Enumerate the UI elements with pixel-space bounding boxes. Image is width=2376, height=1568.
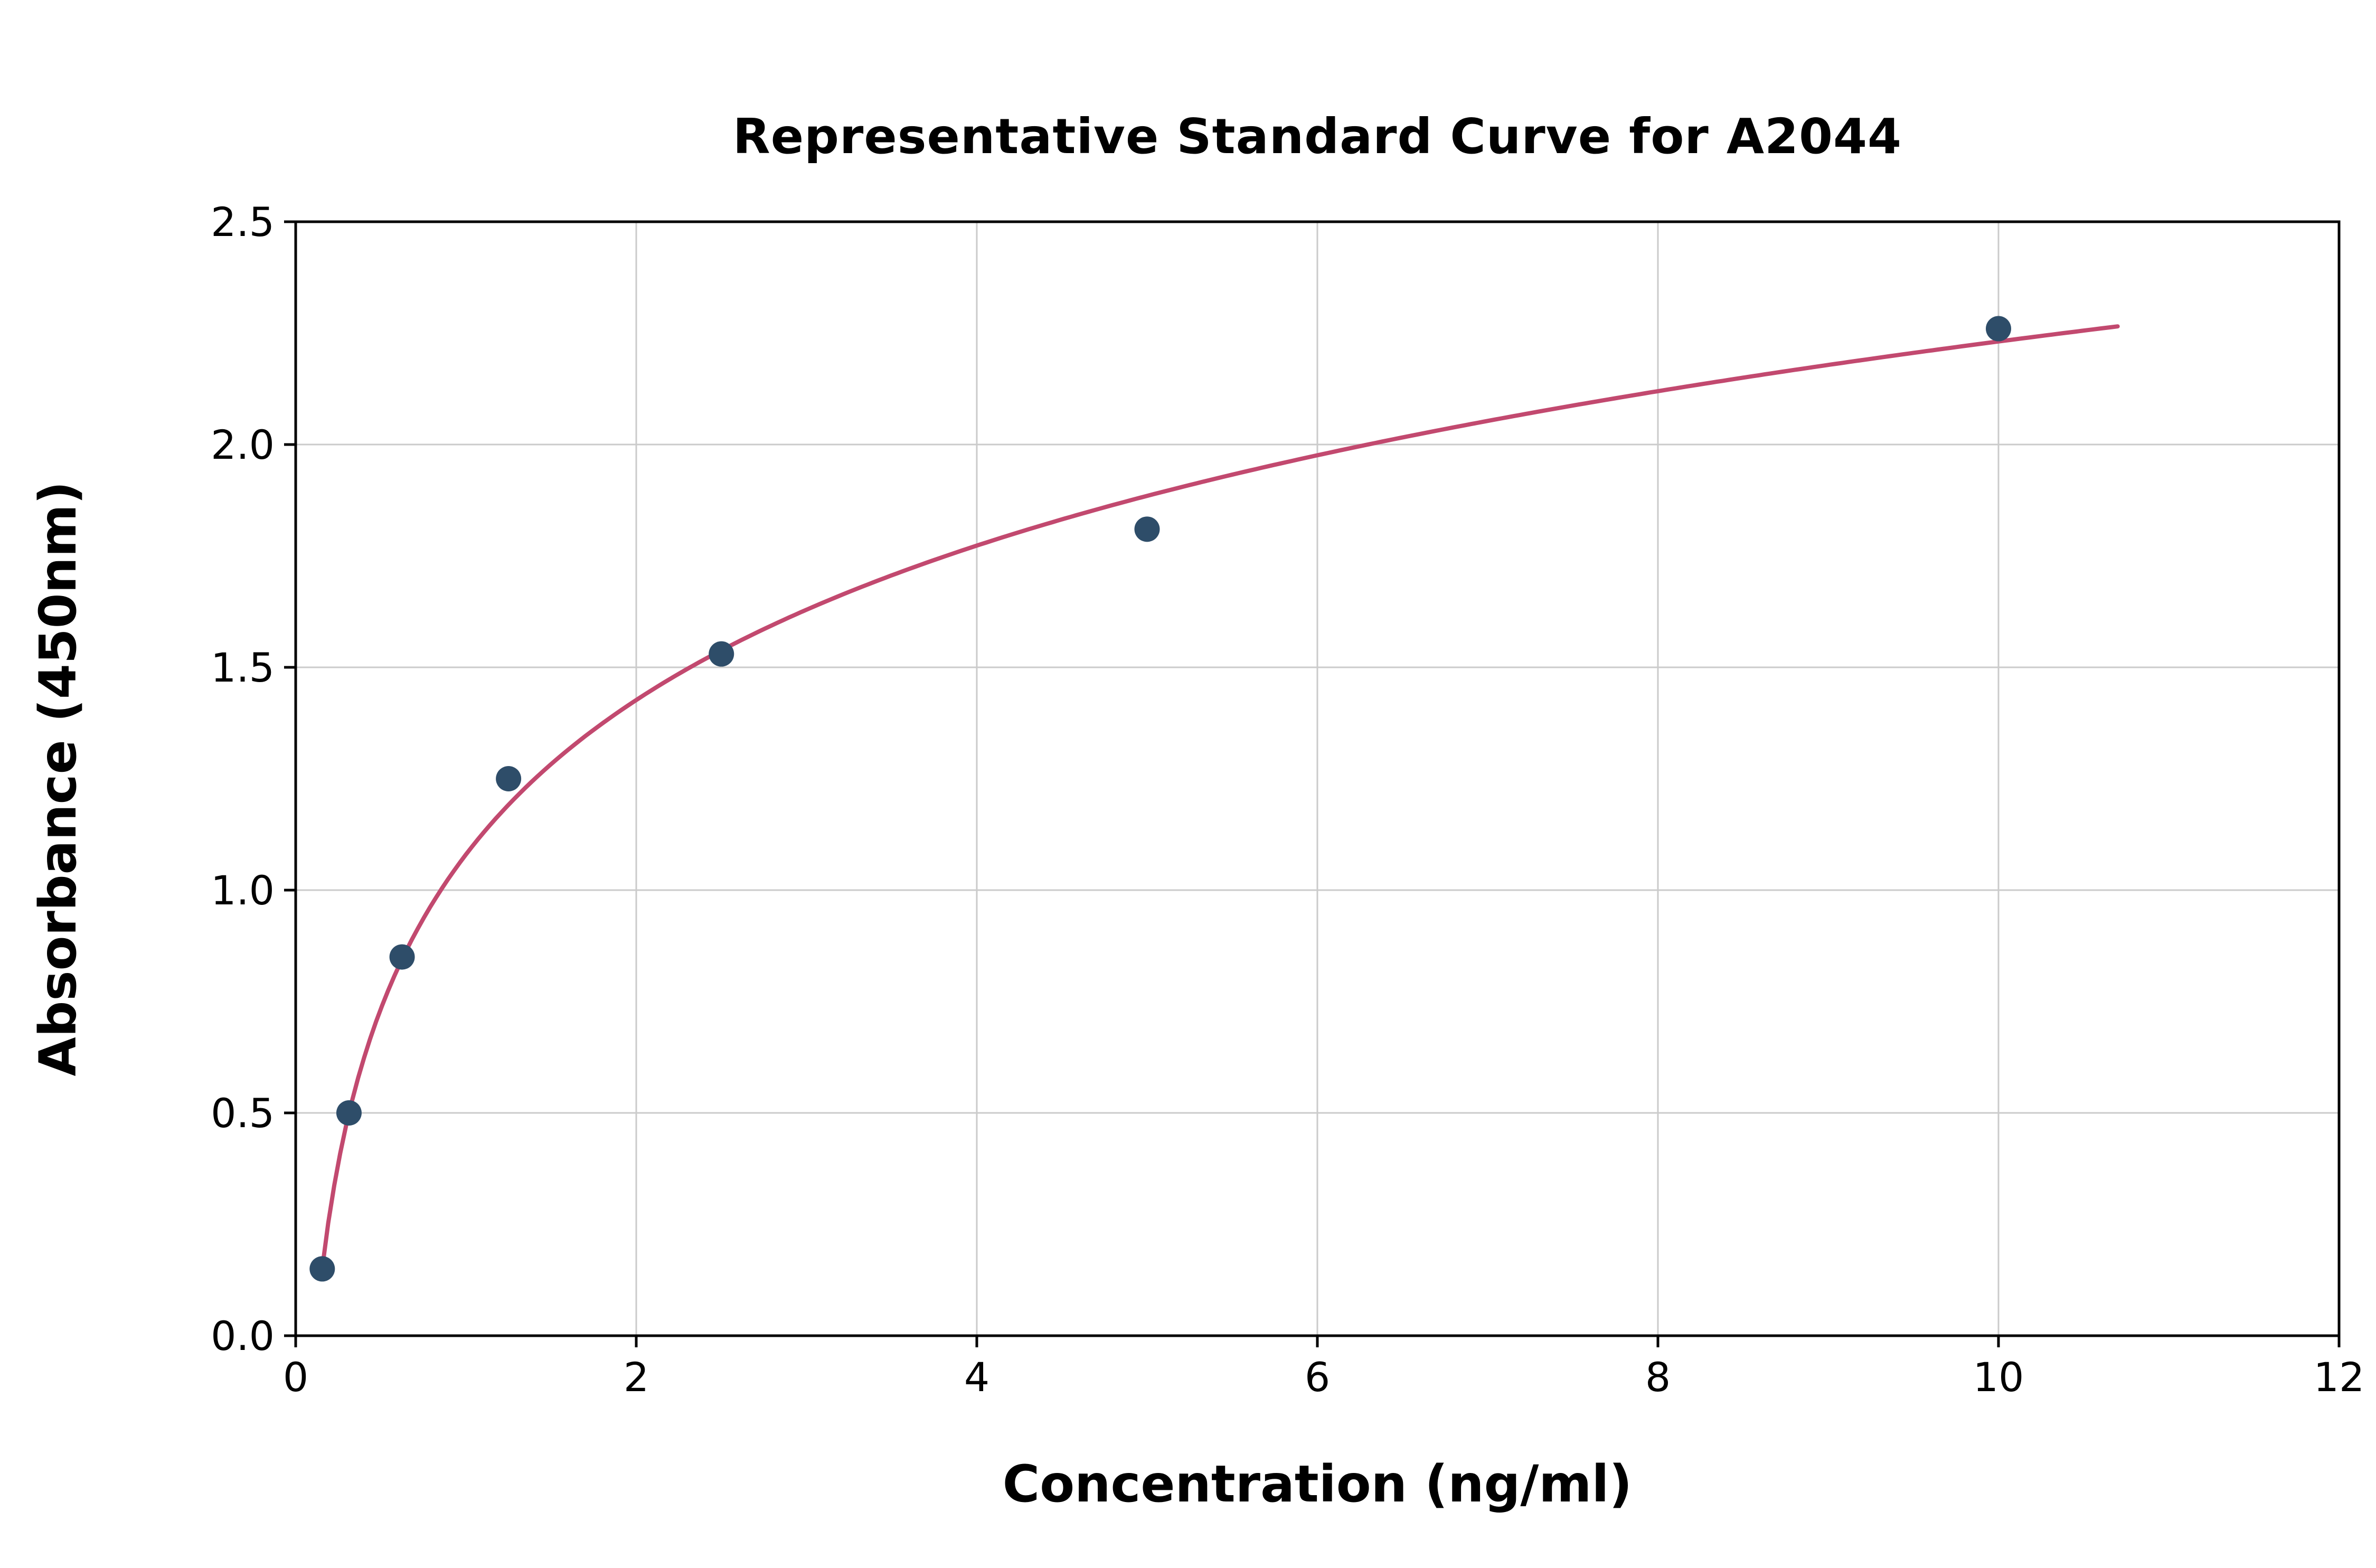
x-tick-label: 2: [624, 1354, 649, 1401]
data-point: [309, 1256, 335, 1282]
x-tick-label: 0: [283, 1354, 308, 1401]
data-point: [389, 944, 415, 970]
data-point: [336, 1100, 362, 1126]
fit-curve: [320, 324, 2120, 1271]
data-point: [1986, 316, 2011, 342]
y-tick-label: 0.5: [211, 1090, 275, 1137]
x-tick-label: 10: [1973, 1354, 2024, 1401]
x-tick-label: 12: [2314, 1354, 2365, 1401]
y-tick-label: 1.5: [211, 644, 275, 691]
x-axis-label: Concentration (ng/ml): [1002, 1454, 1633, 1514]
x-tick-label: 6: [1305, 1354, 1330, 1401]
y-tick-label: 2.0: [211, 421, 275, 468]
x-tick-label: 4: [964, 1354, 989, 1401]
data-point: [496, 766, 522, 791]
data-point: [1134, 516, 1160, 542]
chart-title: Representative Standard Curve for A2044: [732, 108, 1902, 165]
y-tick-label: 1.0: [211, 867, 275, 914]
x-tick-label: 8: [1645, 1354, 1671, 1401]
y-tick-label: 2.5: [211, 199, 275, 245]
y-tick-label: 0.0: [211, 1312, 275, 1359]
data-point: [709, 641, 734, 667]
